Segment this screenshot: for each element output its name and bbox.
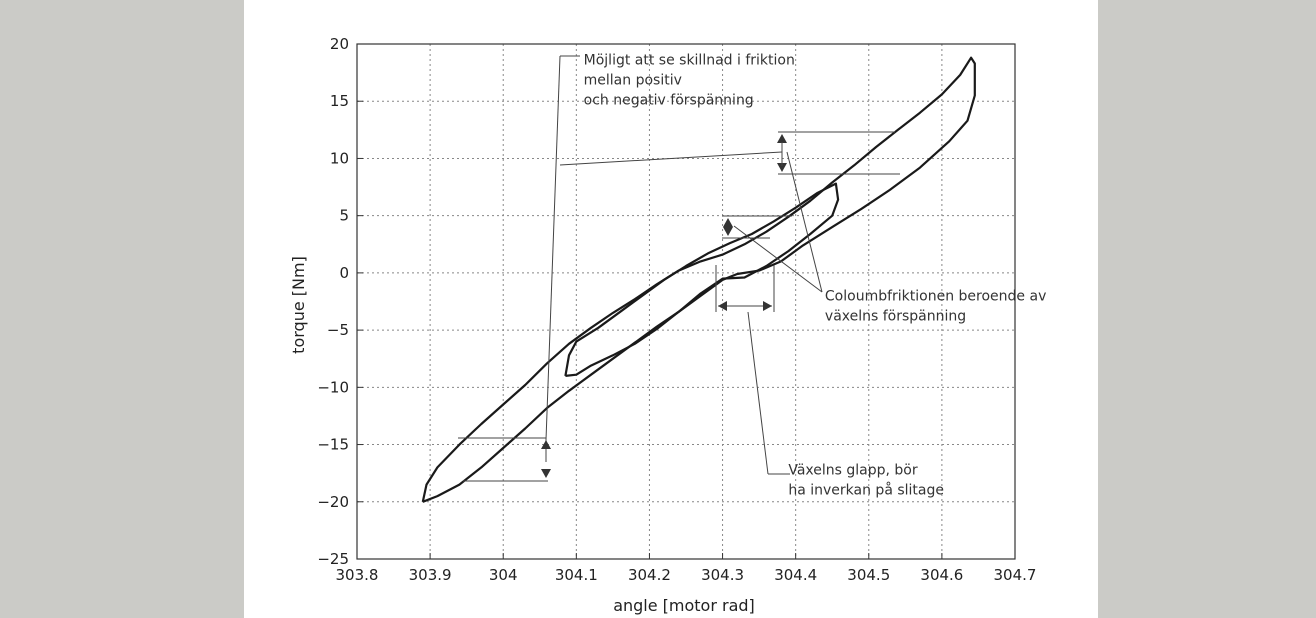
y-tick-label: −25 (317, 550, 349, 568)
annotation-1-text: Möjligt att se skillnad i friktion (584, 53, 795, 69)
x-tick-label: 304.2 (628, 566, 671, 584)
annotation-3-text: ha inverkan på slitage (788, 481, 944, 498)
y-tick-label: 10 (330, 149, 349, 167)
arrowhead (718, 301, 727, 311)
hysteresis-loop-inner (564, 182, 840, 377)
x-axis-label: angle [motor rad] (613, 596, 755, 615)
paper-background (244, 0, 1098, 618)
x-tick-label: 304.1 (555, 566, 598, 584)
y-tick-label: 15 (330, 92, 349, 110)
annotation-2-leader (733, 225, 823, 293)
arrowhead (541, 469, 551, 478)
arrowhead (777, 163, 787, 172)
y-tick-label: 20 (330, 35, 349, 53)
arrowhead (763, 301, 772, 311)
annotation-1-text: och negativ förspänning (584, 93, 754, 109)
x-tick-label: 303.9 (409, 566, 452, 584)
y-tick-label: −10 (317, 378, 349, 396)
annotation-1-leader (559, 151, 783, 166)
arrowhead (723, 218, 733, 227)
annotation-3-text: Växelns glapp, bör (788, 462, 918, 478)
x-tick-label: 304.3 (701, 566, 744, 584)
annotation-2-text: växelns förspänning (825, 308, 966, 324)
arrowhead (723, 227, 733, 236)
arrowhead (777, 134, 787, 143)
arrowhead (541, 440, 551, 449)
y-tick-label: −20 (317, 493, 349, 511)
x-tick-label: 304 (489, 566, 518, 584)
y-tick-label: 5 (339, 207, 349, 225)
x-tick-label: 304.6 (920, 566, 963, 584)
hysteresis-loop-outer (421, 56, 976, 503)
annotation-3-leader (747, 311, 769, 475)
x-tick-label: 303.8 (336, 566, 379, 584)
plot-area: 303.8 303.9 304 304.1 304.2 304.3 304.4 304.5 30… (317, 35, 1046, 584)
annotation-2-leader (786, 151, 823, 293)
annotation-2-text: Coloumbfriktionen beroende av (825, 288, 1046, 304)
annotation-1-leader (545, 55, 561, 441)
y-tick-label: 0 (339, 264, 349, 282)
annotation-1-text: mellan positiv (584, 73, 682, 89)
plot-frame (356, 43, 1016, 560)
x-tick-label: 304.7 (994, 566, 1037, 584)
y-axis-label: torque [Nm] (289, 256, 308, 354)
x-tick-label: 304.4 (774, 566, 817, 584)
x-tick-label: 304.5 (847, 566, 890, 584)
y-tick-label: −5 (327, 321, 349, 339)
y-tick-label: −15 (317, 436, 349, 454)
